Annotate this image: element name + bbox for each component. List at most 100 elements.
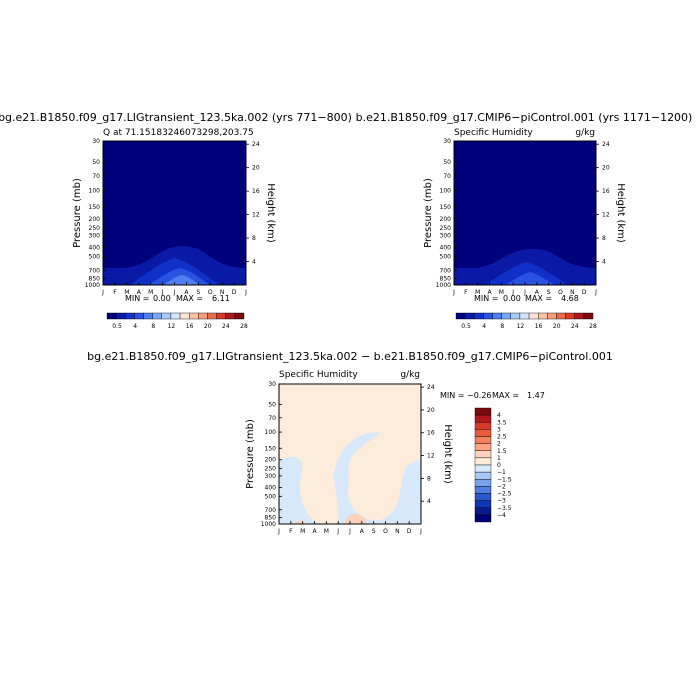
- panel-3-ytick-label: 250: [265, 466, 277, 473]
- panel-2-colorbar-swatch: [474, 312, 484, 320]
- panel-3-colorbar-swatch: [474, 407, 492, 416]
- panel-1-ytick-label: 250: [89, 225, 101, 232]
- panel-3-xtick-label: J: [277, 528, 280, 535]
- panel-1-band-4: [163, 275, 200, 285]
- panel-3-xtick-label: M: [300, 528, 305, 535]
- panel-2-colorbar-swatch: [519, 312, 530, 320]
- panel-1-colorbar-label: 12: [168, 323, 176, 330]
- panel-3-colorbar-swatch: [474, 436, 492, 444]
- panel-1-ylabel: Pressure (mb): [72, 178, 83, 248]
- panel-3-colorbar-label: −2: [497, 483, 506, 490]
- panel-3-xtick-label: D: [407, 528, 412, 535]
- panel-1-colorbar-swatch: [143, 312, 153, 320]
- panel-1-xtick-label: N: [220, 289, 225, 296]
- panel-3-colorbar-swatch: [474, 507, 492, 516]
- panel-3-colorbar-swatch: [474, 443, 492, 451]
- panel-2-ytick-label: 70: [443, 173, 451, 180]
- panel-1-ytick-label: 500: [89, 254, 101, 261]
- panel-1-height-tick-label: 4: [252, 259, 256, 266]
- panel-3-xtick-label: J: [348, 528, 351, 535]
- panel-2-colorbar-swatch: [528, 312, 539, 320]
- panel-2-ytick-label: 850: [440, 275, 452, 282]
- panel-2-ylabel-right: Height (km): [615, 183, 626, 243]
- panel-1-colorbar-label: 20: [204, 323, 212, 330]
- panel-1-colorbar-swatch: [188, 312, 199, 320]
- panel-1-xtick-label: M: [124, 289, 129, 296]
- panel-3: bg.e21.B1850.f09_g17.LIGtransient_123.5k…: [87, 350, 613, 525]
- panel-3-colorbar-label: 0: [497, 462, 501, 469]
- panel-2-xtick-label: M: [475, 289, 480, 296]
- panel-3-colorbar-swatch: [474, 429, 492, 437]
- panel-2-colorbar-swatch: [583, 312, 594, 320]
- panel-3-title: bg.e21.B1850.f09_g17.LIGtransient_123.5k…: [87, 350, 613, 363]
- panel-2-colorbar-swatch: [565, 312, 575, 320]
- panel-3-ytick-label: 50: [268, 401, 276, 408]
- panel-1-ytick-label: 1000: [85, 282, 100, 289]
- panel-1-colorbar-label: 24: [222, 323, 230, 330]
- panel-3-colorbar-swatch: [474, 486, 492, 494]
- panel-1-height-tick-label: 24: [252, 141, 260, 148]
- panel-2-xtick-label: A: [487, 289, 492, 296]
- panel-2-xtick-label: S: [547, 289, 551, 296]
- panel-3-ytick-label: 70: [268, 415, 276, 422]
- panel-1-ytick-label: 700: [89, 267, 101, 274]
- panel-2-units: g/kg: [575, 128, 595, 138]
- panel-2-ytick-label: 200: [440, 216, 452, 223]
- panel-3-height-tick-label: 8: [427, 475, 431, 482]
- panel-2-xtick-label: O: [558, 289, 563, 296]
- panel-3-colorbar-swatch: [474, 514, 492, 523]
- panel-1-colorbar-swatch: [216, 312, 226, 320]
- panel-3-units: g/kg: [400, 370, 420, 380]
- panel-3-colorbar-swatch: [474, 479, 492, 487]
- panel-2-xtick-label: J: [452, 289, 455, 296]
- panel-2-xtick-label: J: [523, 289, 526, 296]
- panel-2-colorbar-swatch: [547, 312, 557, 320]
- panel-3-colorbar-label: 1.5: [497, 448, 507, 455]
- panel-2-colorbar-swatch: [492, 312, 502, 320]
- panel-2-title: b.e21.B1850.f09_g17.CMIP6−piControl.001 …: [356, 111, 693, 124]
- panel-2-colorbar-label: 12: [517, 323, 525, 330]
- panel-3-colorbar-swatch: [474, 464, 492, 473]
- panel-3-xtick-label: A: [312, 528, 317, 535]
- panel-2-ytick-label: 500: [440, 254, 452, 261]
- panel-2-ytick-label: 400: [440, 244, 452, 251]
- panel-3-ylabel-right: Height (km): [442, 424, 453, 484]
- panel-1-colorbar-swatch: [115, 312, 126, 320]
- panel-1-xtick-label: M: [148, 289, 153, 296]
- panel-1-xtick-label: S: [196, 289, 200, 296]
- panel-1-colorbar-swatch: [234, 312, 245, 320]
- panel-1: bg.e21.B1850.f09_g17.LIGtransient_123.5k…: [0, 111, 352, 303]
- panel-1-ytick-label: 70: [92, 173, 100, 180]
- panel-2-colorbar-swatch: [538, 312, 548, 320]
- panel-3-colorbar-label: −3: [497, 498, 506, 505]
- panel-1-ytick-label: 300: [89, 233, 101, 240]
- panel-1-colorbar-swatch: [152, 312, 163, 320]
- panel-1-colorbar-label: 16: [186, 323, 194, 330]
- panel-1-xtick-label: J: [244, 289, 247, 296]
- panel-3-ytick-label: 700: [265, 507, 277, 514]
- panel-1-xtick-label: J: [173, 289, 176, 296]
- panel-2-colorbar-swatch: [510, 312, 521, 320]
- panel-1-ylabel-right: Height (km): [265, 183, 276, 243]
- panel-1-xtick-label: A: [137, 289, 142, 296]
- panel-1-colorbar-swatch: [161, 312, 172, 320]
- panel-3-colorbar-label: 3: [497, 426, 501, 433]
- panel-2-ytick-label: 1000: [436, 282, 451, 289]
- panel-3-xtick-label: F: [289, 528, 293, 535]
- panel-1-height-tick-label: 8: [252, 235, 256, 242]
- panel-2-colorbar-label: 16: [535, 323, 543, 330]
- panel-3-height-tick-label: 12: [427, 453, 435, 460]
- panel-2-colorbar-label: 8: [500, 323, 504, 330]
- panel-1-xtick-label: F: [113, 289, 117, 296]
- panel-1-height-tick-label: 16: [252, 188, 260, 195]
- panel-2-max-label: MAX =: [525, 294, 552, 303]
- panel-1-colorbar-swatch: [198, 312, 208, 320]
- generated-marks: J F M A M J J A S O N D J305070100150200250300400500…: [85, 138, 610, 535]
- panel-3-xtick-label: S: [372, 528, 376, 535]
- panel-1-height-tick-label: 12: [252, 212, 260, 219]
- panel-1-ytick-label: 100: [89, 187, 101, 194]
- panel-3-plot-area: [278, 383, 422, 525]
- panel-3-ytick-label: 300: [265, 473, 277, 480]
- panel-3-ytick-label: 500: [265, 493, 277, 500]
- panel-2-min-label: MIN =: [474, 294, 499, 303]
